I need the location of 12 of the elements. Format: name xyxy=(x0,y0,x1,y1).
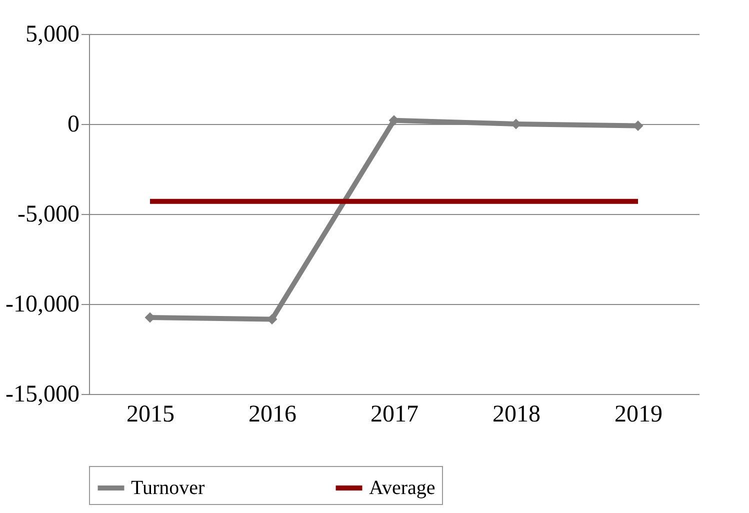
legend-label: Average xyxy=(369,477,436,499)
x-tick-label: 2015 xyxy=(126,402,174,428)
x-tick-label: 2019 xyxy=(614,402,662,428)
legend-label: Turnover xyxy=(131,477,206,499)
y-tick-label: -15,000 xyxy=(6,382,80,408)
x-tick-label: 2016 xyxy=(248,402,296,428)
x-tick-label: 2018 xyxy=(492,402,540,428)
y-tick-label: 0 xyxy=(68,112,80,138)
y-tick-label: -5,000 xyxy=(18,202,80,228)
y-tick-label: -10,000 xyxy=(6,292,80,318)
x-tick-label: 2017 xyxy=(370,402,418,428)
y-tick-label: 5,000 xyxy=(26,22,80,48)
